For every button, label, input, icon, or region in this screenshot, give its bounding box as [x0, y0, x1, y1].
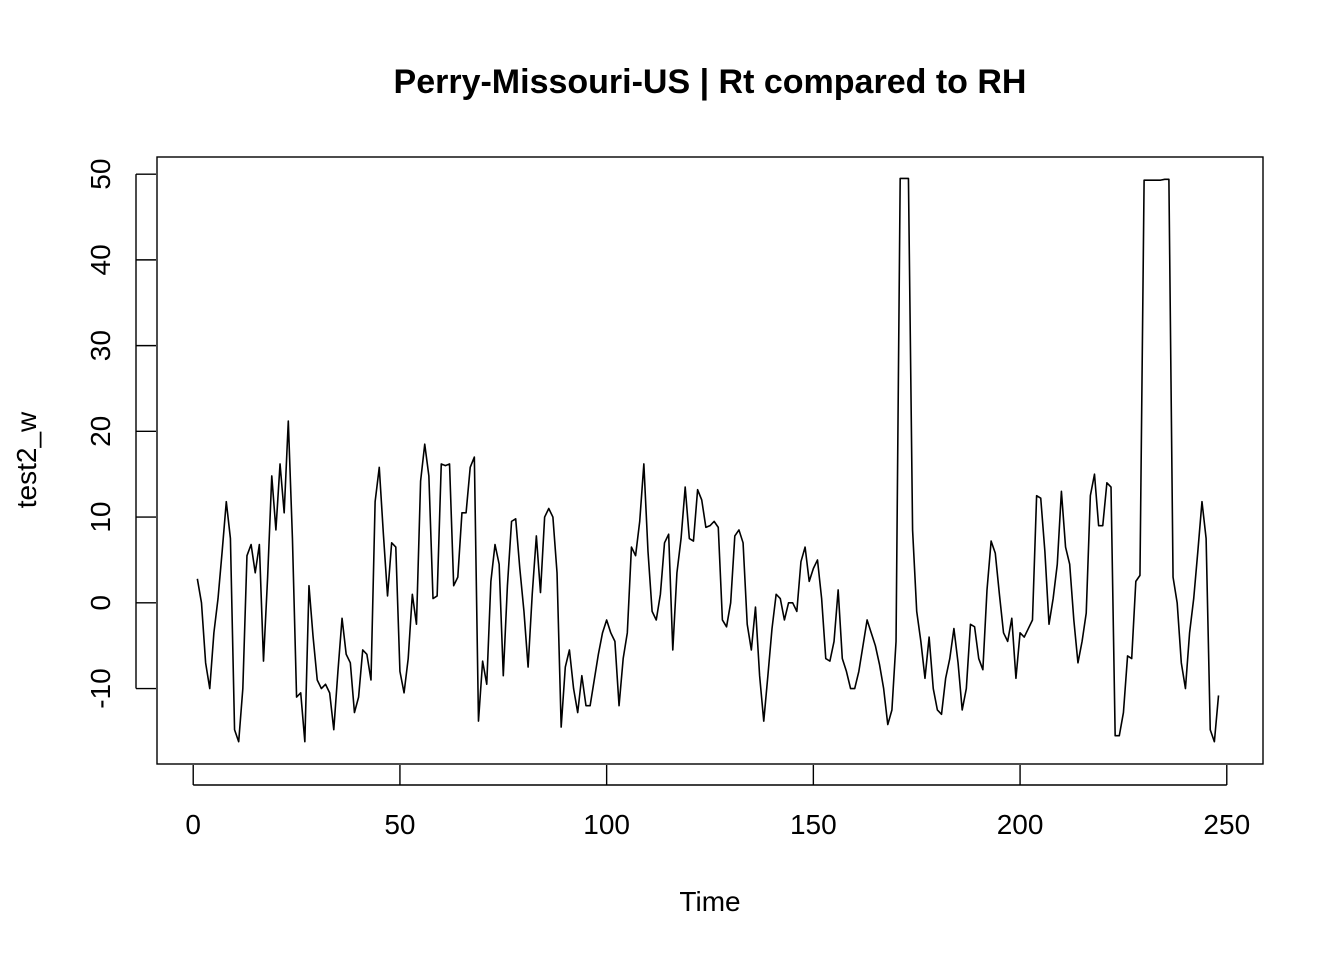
x-axis-label: Time — [679, 886, 740, 917]
x-tick-label: 150 — [790, 809, 837, 840]
y-tick-label: 30 — [85, 330, 116, 361]
x-tick-label: 250 — [1203, 809, 1250, 840]
y-tick-label: 10 — [85, 502, 116, 533]
y-tick-label: 50 — [85, 159, 116, 190]
y-tick-label: 40 — [85, 244, 116, 275]
x-tick-label: 200 — [997, 809, 1044, 840]
chart-title: Perry-Missouri-US | Rt compared to RH — [394, 63, 1027, 101]
series-line — [197, 178, 1218, 741]
y-axis: -10 0 10 20 30 40 50 — [85, 159, 156, 709]
x-tick-label: 0 — [185, 809, 201, 840]
y-tick-label: 20 — [85, 416, 116, 447]
data-series — [197, 178, 1218, 741]
plot-frame — [157, 157, 1263, 764]
y-axis-label: test2_w — [11, 411, 42, 508]
x-axis: 0 50 100 150 200 250 — [185, 765, 1250, 840]
y-tick-label: -10 — [85, 668, 116, 708]
x-tick-label: 50 — [384, 809, 415, 840]
x-tick-label: 100 — [583, 809, 630, 840]
y-tick-label: 0 — [85, 595, 116, 611]
